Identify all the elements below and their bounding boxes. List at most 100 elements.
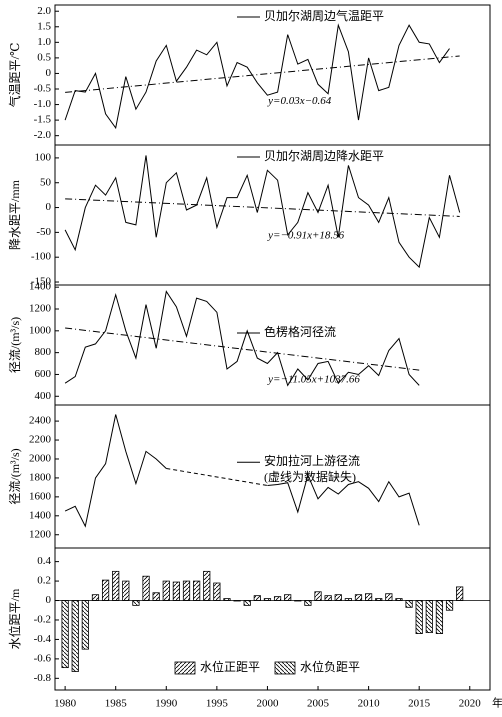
legend-swatch xyxy=(274,661,296,675)
bar xyxy=(152,592,160,601)
bar xyxy=(213,582,221,601)
panel-frame xyxy=(54,547,491,691)
y-axis-label: 降水距平/mm xyxy=(8,179,22,250)
y-tick-label: 100 xyxy=(35,151,52,163)
legend-label: 水位负距平 xyxy=(300,659,360,674)
bar xyxy=(284,594,292,601)
bar xyxy=(172,581,180,601)
x-tick-label: 2000 xyxy=(256,698,279,710)
bar xyxy=(203,570,211,601)
annotation: (虚线为数据缺失) xyxy=(264,469,356,484)
bar xyxy=(81,600,89,650)
x-tick-label: 2010 xyxy=(358,698,381,710)
legend-swatch xyxy=(174,661,196,675)
y-tick-label: -0.6 xyxy=(34,652,52,664)
y-tick-label: 2400 xyxy=(29,415,52,427)
legend-label: 色楞格河径流 xyxy=(264,324,336,339)
bar xyxy=(344,598,352,601)
bar xyxy=(273,596,282,601)
y-tick-label: 1200 xyxy=(29,303,52,315)
x-tick-label: 2005 xyxy=(307,698,330,710)
x-tick-label: 1990 xyxy=(155,698,178,710)
y-tick-label: 1.5 xyxy=(37,20,51,32)
y-tick-label: 50 xyxy=(40,176,52,188)
y-tick-label: 0.4 xyxy=(37,555,51,567)
y-tick-label: -2.0 xyxy=(34,129,52,141)
bar xyxy=(122,580,130,601)
bar xyxy=(162,580,170,601)
missing-data-connector xyxy=(166,467,268,486)
bar xyxy=(395,598,403,601)
y-tick-label: 1800 xyxy=(29,471,52,483)
y-tick-label: -0.4 xyxy=(34,633,52,645)
y-tick-label: 1.0 xyxy=(37,36,51,48)
legend-label: 水位正距平 xyxy=(200,659,260,674)
y-tick-label: -100 xyxy=(31,251,52,263)
y-tick-label: 2000 xyxy=(29,453,52,465)
bar xyxy=(425,600,433,634)
bar xyxy=(233,600,241,602)
y-axis-label: 径流/(m³/s) xyxy=(8,317,22,373)
bar xyxy=(253,595,261,601)
bar xyxy=(415,600,423,634)
y-tick-label: 800 xyxy=(35,346,52,358)
trend-line xyxy=(65,327,420,371)
bar xyxy=(193,580,201,601)
bar xyxy=(263,598,272,601)
bar xyxy=(456,586,464,601)
bar xyxy=(435,600,444,634)
y-tick-label: 0 xyxy=(46,594,52,606)
bar xyxy=(61,600,69,669)
data-line xyxy=(64,155,461,269)
trend-line xyxy=(65,55,460,93)
y-tick-label: 400 xyxy=(35,390,52,402)
y-tick-label: 1000 xyxy=(29,324,52,336)
bar xyxy=(71,600,79,672)
y-tick-label: 1200 xyxy=(29,528,52,540)
bar xyxy=(91,594,100,601)
bar xyxy=(182,580,191,601)
legend-label: 贝加尔湖周边降水距平 xyxy=(264,148,384,163)
bar xyxy=(294,600,302,602)
y-tick-label: -0.8 xyxy=(34,672,52,684)
bar xyxy=(405,600,413,608)
y-tick-label: -0.5 xyxy=(34,83,52,95)
legend-label: 贝加尔湖周边气温距平 xyxy=(264,8,384,23)
trend-equation: y=−11.05x+1037.66 xyxy=(267,374,360,386)
data-line xyxy=(64,290,420,387)
bar xyxy=(365,593,373,601)
bar xyxy=(304,600,312,606)
bar xyxy=(243,600,251,606)
y-tick-label: -1.5 xyxy=(34,114,52,126)
y-axis-label: 水位距平/m xyxy=(7,588,22,649)
panel-frame xyxy=(54,284,491,406)
bar xyxy=(445,600,454,611)
trend-line xyxy=(65,198,460,217)
bar xyxy=(132,600,140,606)
y-tick-label: 0.5 xyxy=(37,51,51,63)
bar xyxy=(375,598,383,601)
y-tick-label: 1600 xyxy=(29,490,52,502)
y-tick-label: -1.0 xyxy=(34,98,52,110)
y-axis-label: 气温距平/℃ xyxy=(7,43,22,108)
trend-equation: y=0.03x−0.64 xyxy=(267,95,332,107)
bar xyxy=(142,575,150,601)
legend-label: 安加拉河上游径流 xyxy=(264,453,360,468)
x-tick-label: 1995 xyxy=(206,698,229,710)
trend-equation: y=−0.91x+18.56 xyxy=(267,229,345,241)
bar xyxy=(223,598,231,601)
y-tick-label: -50 xyxy=(36,226,51,238)
y-axis-label: 径流/(m³/s) xyxy=(8,448,22,504)
bar xyxy=(101,579,110,601)
y-tick-label: -150 xyxy=(31,276,52,288)
y-tick-label: 1400 xyxy=(29,281,52,293)
y-tick-label: 0 xyxy=(46,201,52,213)
bar xyxy=(112,570,120,601)
y-tick-label: 600 xyxy=(35,368,52,380)
data-line xyxy=(64,414,420,528)
y-tick-label: 1400 xyxy=(29,509,52,521)
y-tick-label: 2.0 xyxy=(37,5,51,17)
x-tick-label: 1980 xyxy=(54,698,77,710)
bar xyxy=(314,591,322,601)
